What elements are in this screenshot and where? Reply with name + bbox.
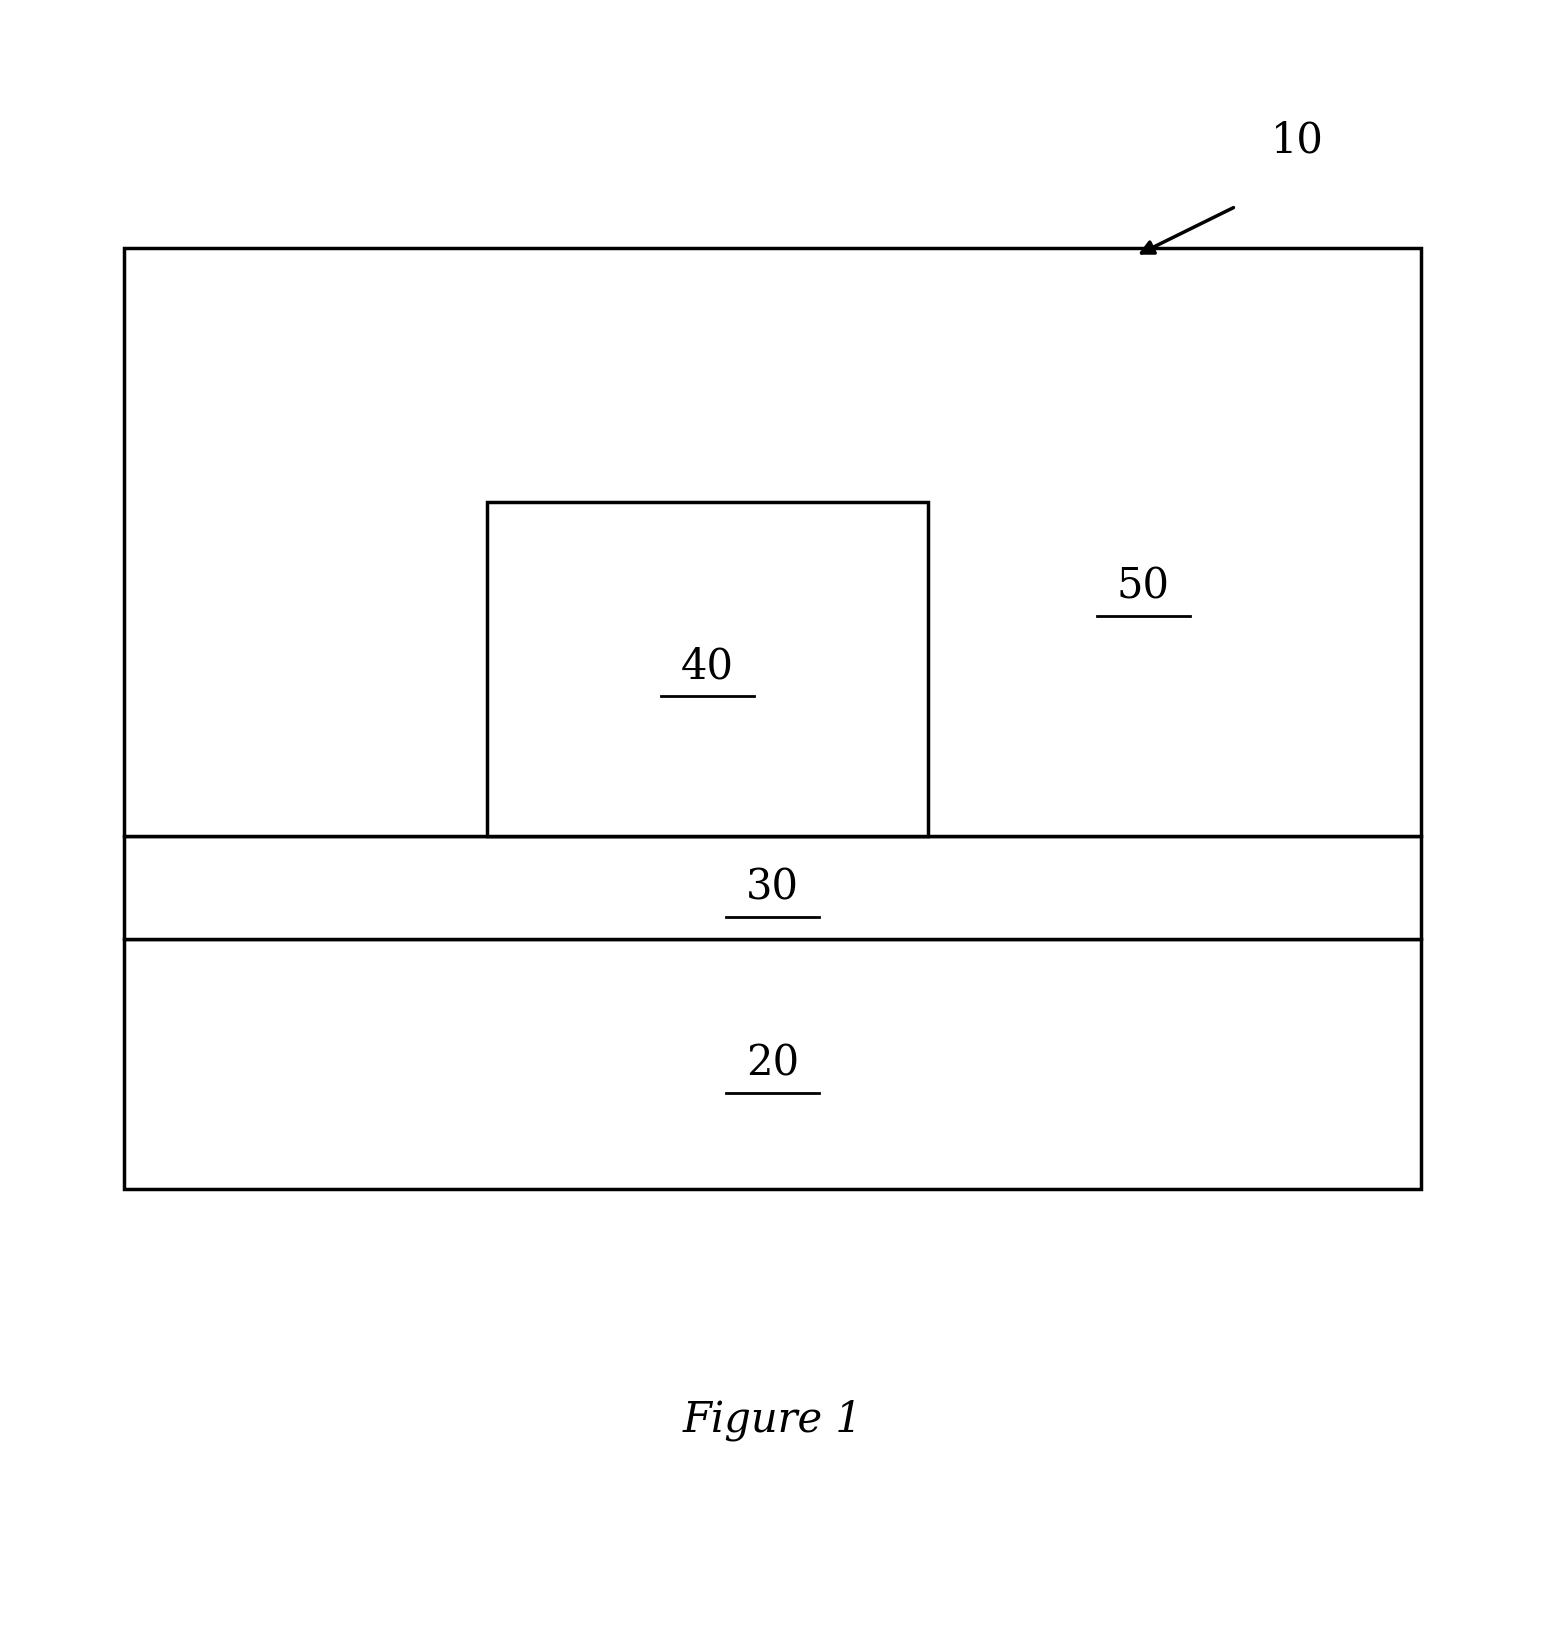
Text: 50: 50 bbox=[1117, 565, 1170, 608]
Bar bbox=[124, 939, 1421, 1189]
Text: Figure 1: Figure 1 bbox=[683, 1398, 862, 1441]
Text: 30: 30 bbox=[746, 867, 799, 908]
Text: 40: 40 bbox=[681, 646, 734, 687]
Bar bbox=[487, 502, 929, 835]
Bar bbox=[124, 248, 1421, 835]
Text: 20: 20 bbox=[746, 1042, 799, 1085]
Bar bbox=[124, 835, 1421, 939]
Text: 10: 10 bbox=[1272, 119, 1324, 162]
